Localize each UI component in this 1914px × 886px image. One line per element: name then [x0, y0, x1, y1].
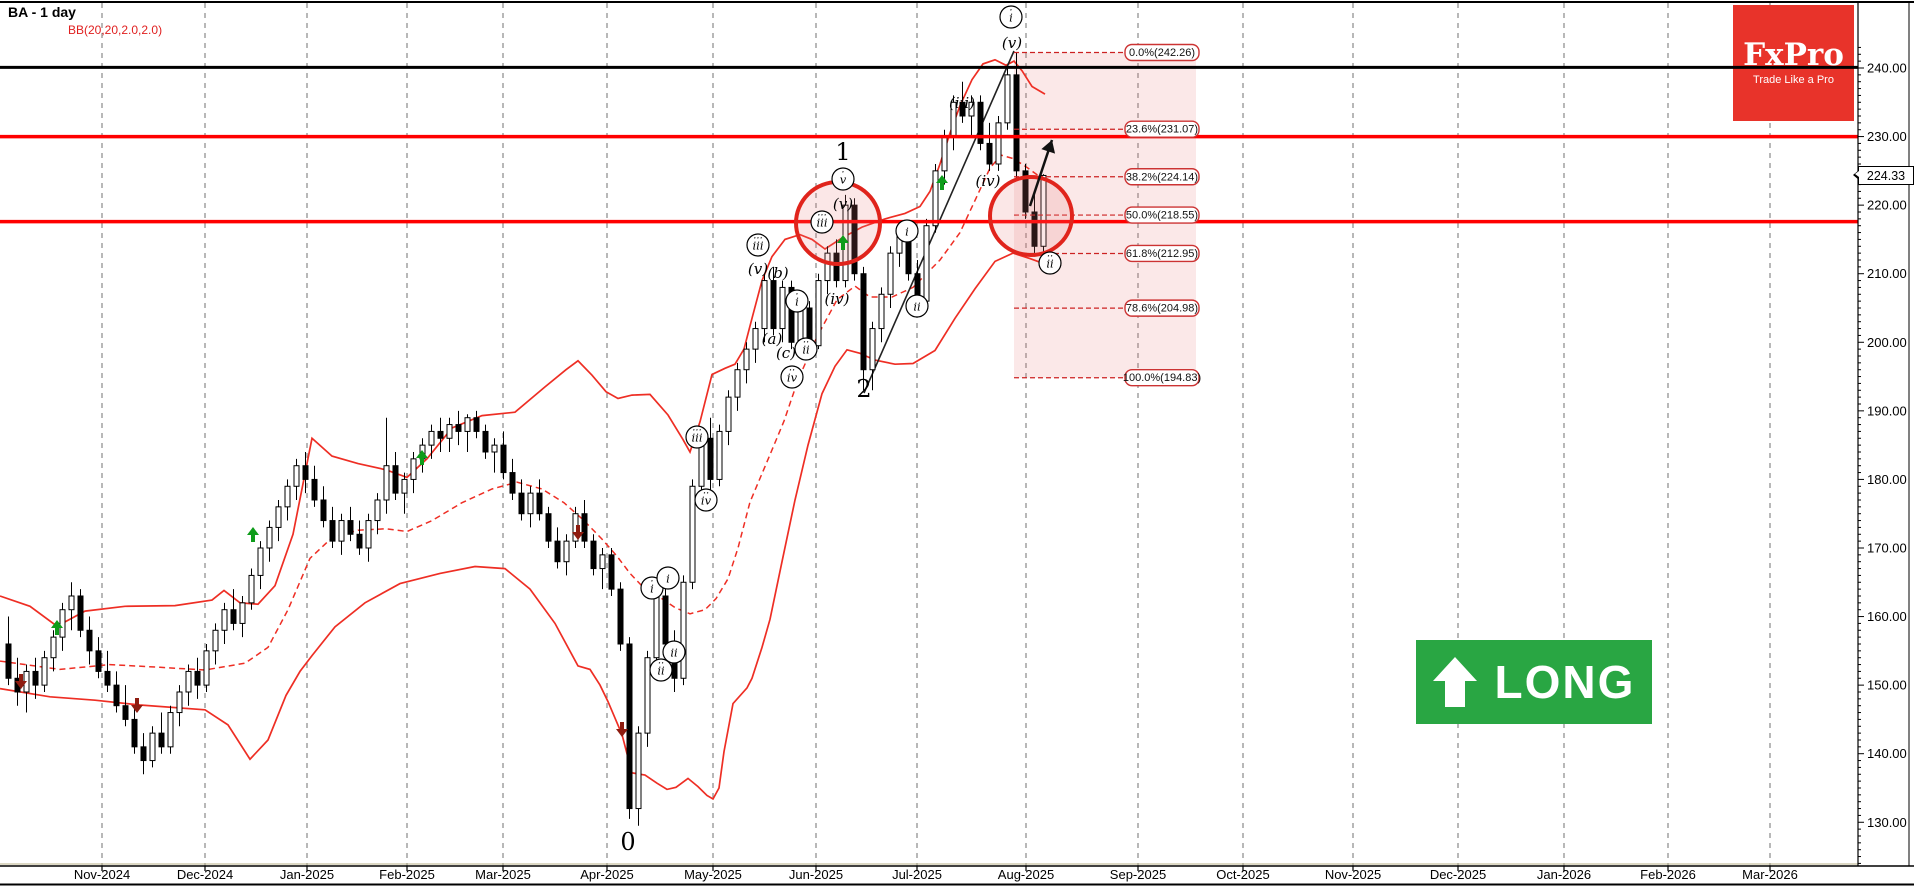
long-signal-label: LONG: [1494, 656, 1636, 708]
fxpro-logo: FxPro Trade Like a Pro: [1733, 5, 1854, 121]
symbol-title: BA - 1 day: [8, 4, 76, 20]
long-signal-badge: LONG: [1416, 640, 1652, 724]
fxpro-logo-text: FxPro: [1743, 37, 1844, 73]
current-price-marker: 224.33: [1853, 166, 1914, 185]
indicator-label: BB(20,20,2.0,2.0): [68, 23, 163, 37]
price-marker-value: 224.33: [1858, 166, 1914, 185]
up-arrow-icon: [1432, 657, 1477, 707]
fxpro-tagline: Trade Like a Pro: [1753, 74, 1834, 86]
chart-header: BA - 1 day BB(20,20,2.0,2.0): [8, 4, 162, 37]
